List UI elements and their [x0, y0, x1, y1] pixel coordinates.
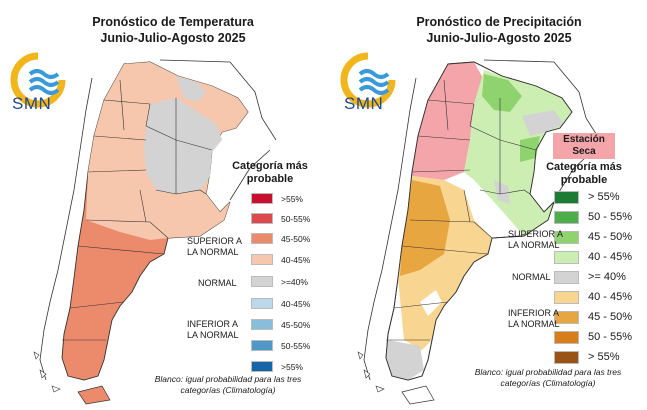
legend-label-precip-4: 40 - 45%	[588, 251, 633, 263]
legend-label-precip-7: 45 - 50%	[588, 311, 633, 323]
legend-swatch-precip-4	[554, 251, 579, 264]
region-green-45-50	[482, 74, 540, 162]
sun-icon	[10, 52, 66, 108]
temperature-footnote: Blanco: igual probabilidad para las tres…	[154, 374, 302, 395]
precipitation-legend-title: Categoría más probable	[546, 161, 622, 186]
legend-swatch-precip-7	[554, 311, 579, 324]
legend-label-precip-9: > 55%	[588, 351, 620, 363]
region-grey-south	[386, 340, 424, 380]
legend-label-temp-9: >55%	[281, 362, 303, 372]
region-orange-45-50	[400, 180, 450, 276]
legend-swatch-precip-1	[554, 191, 579, 204]
legend-label-precip-3: 45 - 50%	[588, 231, 633, 243]
islands	[33, 351, 61, 393]
argentina-precipitation-map	[357, 59, 601, 405]
legend-label-temp-2: 50-55%	[281, 214, 311, 224]
legend-swatch-temp-9	[251, 361, 273, 372]
region-green-40-45	[464, 70, 572, 236]
region-dry-season	[412, 62, 484, 180]
legend-swatch-precip-2	[554, 211, 579, 224]
precipitation-footnote: Blanco: igual probabilidad para las tres…	[474, 367, 622, 388]
group-normal: NORMAL	[512, 272, 551, 282]
temperature-title: Pronóstico de Temperatura Junio-Julio-Ag…	[92, 15, 254, 45]
islands	[357, 351, 385, 393]
region-normal	[144, 98, 222, 194]
legend-label-temp-4: 40-45%	[281, 255, 311, 265]
logo-text: SMN	[12, 94, 52, 113]
group-normal: NORMAL	[198, 278, 237, 288]
region-white-patch	[420, 290, 442, 316]
temperature-forecast-panel: Pronóstico de Temperatura Junio-Julio-Ag…	[0, 0, 323, 410]
dry-season-label: Estación Seca	[553, 133, 615, 159]
legend-swatch-precip-5	[554, 271, 579, 284]
region-normal	[494, 110, 564, 204]
logo-text: SMN	[344, 94, 384, 113]
group-superior: SUPERIOR A LA NORMAL	[187, 236, 243, 257]
tierra-del-fuego	[401, 385, 435, 405]
legend-label-precip-8: 50 - 55%	[588, 331, 633, 343]
temperature-legend-title: Categoría más probable	[232, 160, 308, 185]
tierra-del-fuego	[77, 385, 111, 405]
legend-swatch-precip-9	[554, 351, 579, 364]
legend-label-precip-1: > 55%	[588, 191, 620, 203]
group-superior: SUPERIOR A LA NORMAL	[508, 229, 564, 250]
legend-label-temp-7: 45-50%	[281, 320, 311, 330]
legend-swatch-temp-2	[251, 213, 273, 224]
legend-swatch-precip-8	[554, 331, 579, 344]
legend-label-temp-1: >55%	[281, 194, 303, 204]
group-inferior: INFERIOR A LA NORMAL	[508, 308, 560, 329]
legend-label-temp-6: 40-45%	[281, 299, 311, 309]
legend-label-temp-8: 50-55%	[281, 341, 311, 351]
legend-label-precip-6: 40 - 45%	[588, 291, 633, 303]
legend-swatch-temp-5	[251, 276, 273, 287]
legend-swatch-precip-6	[554, 291, 579, 304]
legend-label-temp-5: >=40%	[281, 277, 308, 287]
legend-swatch-temp-3	[251, 233, 273, 244]
neighbour-border	[159, 59, 277, 201]
legend-swatch-temp-1	[251, 193, 273, 204]
precipitation-forecast-panel: Pronóstico de Precipitación Junio-Julio-…	[324, 0, 647, 410]
legend-swatch-temp-8	[251, 340, 273, 351]
precipitation-title: Pronóstico de Precipitación Junio-Julio-…	[416, 15, 582, 45]
sun-icon	[340, 52, 396, 108]
region-normal-north	[176, 76, 206, 102]
legend-label-temp-3: 45-50%	[281, 234, 311, 244]
legend-swatch-temp-4	[251, 254, 273, 265]
group-inferior: INFERIOR A LA NORMAL	[187, 319, 239, 340]
legend-swatch-temp-7	[251, 319, 273, 330]
province-lines	[386, 79, 537, 341]
legend-swatch-temp-6	[251, 298, 273, 309]
legend-swatch-precip-3	[554, 231, 579, 244]
chile-border	[363, 77, 417, 381]
land-outline	[385, 61, 573, 381]
legend-label-precip-2: 50 - 55%	[588, 211, 633, 223]
legend-label-precip-5: >= 40%	[588, 271, 626, 283]
province-lines	[62, 79, 213, 341]
argentina-temperature-map	[33, 59, 277, 405]
chile-border	[39, 77, 93, 381]
